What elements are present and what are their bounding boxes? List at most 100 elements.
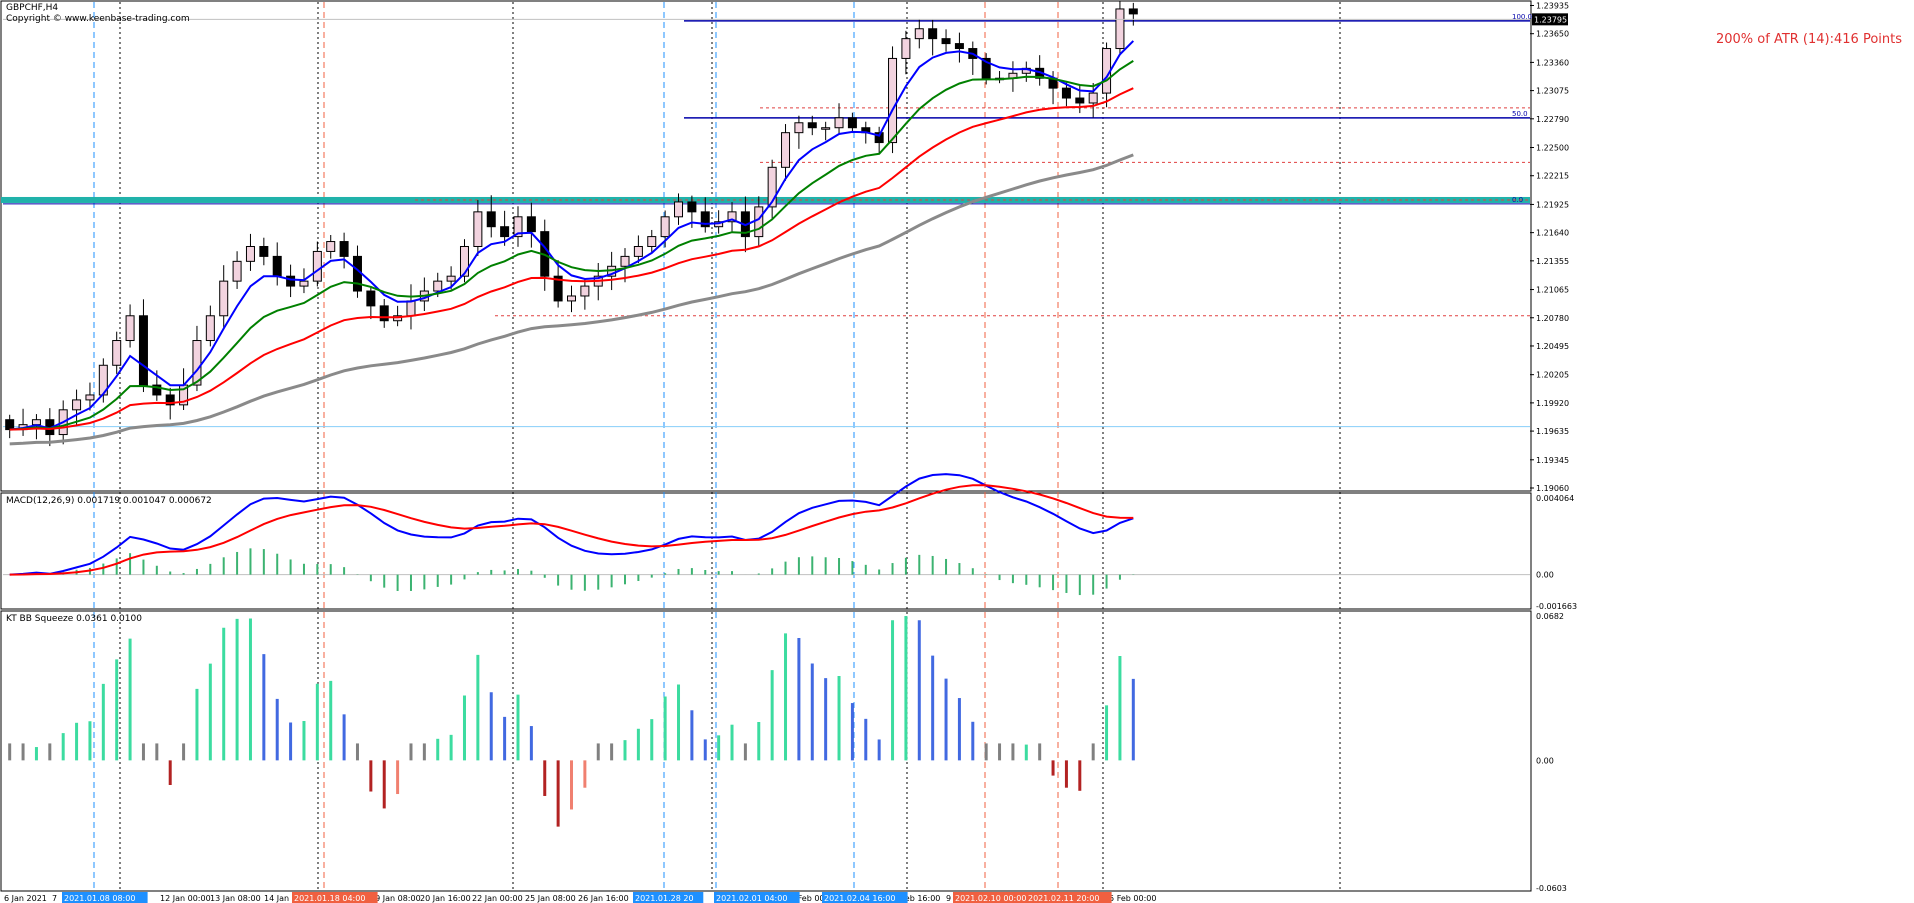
macd-line bbox=[9, 473, 1134, 576]
time-tick-5: 14 Jan bbox=[264, 894, 289, 903]
macd-tick-0: 0.004064 bbox=[1536, 494, 1574, 503]
candle-69 bbox=[928, 28, 938, 40]
time-highlight-4: 2021.02.04 16:00 bbox=[824, 894, 895, 903]
candle-41 bbox=[553, 275, 563, 302]
time-tick-9: 22 Jan 00:00 bbox=[472, 894, 523, 903]
time-highlight-3: 2021.02.01 04:00 bbox=[716, 894, 787, 903]
candle-61 bbox=[821, 127, 831, 130]
price-tick-16: 1.19345 bbox=[1536, 456, 1569, 465]
time-highlight-2: 2021.01.28 20 bbox=[635, 894, 694, 903]
fib-label-0: 100.0 bbox=[1512, 13, 1532, 21]
macd-panel-frame bbox=[0, 492, 1532, 610]
candle-25 bbox=[339, 241, 349, 257]
price-tick-0: 1.23935 bbox=[1536, 1, 1569, 10]
macd-indicator: 0.004064 0.00 -0.001663 bbox=[3, 473, 1577, 611]
candle-33 bbox=[446, 275, 456, 282]
time-highlight-1: 2021.01.18 04:00 bbox=[294, 894, 365, 903]
squeeze-tick-2: -0.0603 bbox=[1536, 884, 1567, 893]
price-tick-5: 1.22500 bbox=[1536, 144, 1569, 153]
squeeze-tick-0: 0.0682 bbox=[1536, 612, 1564, 621]
candle-56 bbox=[754, 206, 764, 238]
candle-51 bbox=[687, 201, 697, 213]
candle-80 bbox=[1075, 97, 1085, 104]
ma-long bbox=[9, 153, 1134, 446]
time-tick-1: 7 bbox=[52, 894, 57, 903]
ma-fast bbox=[9, 40, 1135, 431]
price-tick-10: 1.21065 bbox=[1536, 286, 1569, 295]
price-tick-15: 1.19635 bbox=[1536, 427, 1569, 436]
candle-0 bbox=[5, 419, 15, 431]
time-tick-3: 12 Jan 00:00 bbox=[160, 894, 211, 903]
candle-70 bbox=[941, 38, 951, 45]
candle-18 bbox=[245, 245, 255, 262]
price-tick-14: 1.19920 bbox=[1536, 399, 1569, 408]
ma-slow bbox=[9, 87, 1134, 431]
price-tick-4: 1.22790 bbox=[1536, 115, 1569, 124]
candle-42 bbox=[567, 295, 576, 302]
time-tick-16: 15 Feb 00:00 bbox=[1104, 894, 1156, 903]
time-highlight-6: 2021.02.11 20:00 bbox=[1028, 894, 1099, 903]
candle-39 bbox=[526, 216, 536, 233]
price-tick-3: 1.23075 bbox=[1536, 87, 1569, 96]
time-tick-0: 6 Jan 2021 bbox=[4, 894, 47, 903]
candle-60 bbox=[807, 122, 817, 129]
candle-73 bbox=[981, 57, 991, 79]
squeeze-label: KT BB Squeeze 0.0361 0.0100 bbox=[6, 614, 142, 624]
candle-2 bbox=[31, 419, 41, 426]
candle-50 bbox=[674, 201, 684, 218]
candle-6 bbox=[85, 394, 95, 401]
candle-15 bbox=[205, 315, 215, 342]
candle-48 bbox=[647, 236, 657, 247]
time-tick-10: 25 Jan 08:00 bbox=[525, 894, 576, 903]
vertical-grid bbox=[93, 2, 1341, 891]
candle-24 bbox=[326, 241, 336, 252]
candle-29 bbox=[393, 315, 403, 322]
candle-67 bbox=[901, 38, 911, 59]
candle-19 bbox=[259, 245, 269, 257]
copyright-label: Copyright © www.keenbase-trading.com bbox=[6, 14, 190, 24]
macd-label: MACD(12,26,9) 0.001719 0.001047 0.000672 bbox=[6, 496, 212, 506]
fib-levels: 100.0 50.0 0.0 bbox=[1, 13, 1532, 428]
candle-30 bbox=[406, 300, 416, 317]
symbol-title: GBPCHF,H4 bbox=[6, 3, 59, 13]
candle-52 bbox=[700, 211, 710, 228]
candle-35 bbox=[473, 211, 483, 247]
time-tick-15: 9 bbox=[946, 894, 951, 903]
candle-34 bbox=[459, 245, 469, 277]
candle-83 bbox=[1115, 8, 1125, 50]
candle-47 bbox=[633, 245, 643, 257]
candle-32 bbox=[433, 280, 443, 292]
ma-mid bbox=[9, 60, 1134, 431]
squeeze-panel-frame bbox=[0, 610, 1532, 892]
squeeze-tick-1: 0.00 bbox=[1536, 756, 1554, 765]
macd-tick-2: -0.001663 bbox=[1536, 602, 1577, 611]
macd-signal-line bbox=[9, 484, 1134, 576]
candle-62 bbox=[834, 117, 844, 129]
candle-68 bbox=[914, 28, 924, 40]
candle-8 bbox=[112, 340, 122, 366]
main-panel-frame bbox=[0, 0, 1532, 492]
macd-tick-1: 0.00 bbox=[1536, 571, 1554, 580]
candle-21 bbox=[286, 275, 296, 287]
current-price: 1.23795 bbox=[1534, 15, 1567, 24]
candle-54 bbox=[727, 211, 737, 223]
squeeze-indicator: 0.0682 0.00 -0.0603 bbox=[8, 612, 1567, 893]
time-highlight-5: 2021.02.10 00:00 bbox=[955, 894, 1026, 903]
candle-5 bbox=[72, 399, 82, 411]
candles bbox=[5, 0, 1138, 447]
candle-63 bbox=[847, 117, 857, 129]
time-tick-14: 5 Feb 16:00 bbox=[893, 894, 940, 903]
candle-11 bbox=[152, 384, 162, 396]
candle-37 bbox=[500, 226, 510, 238]
time-highlight-0: 2021.01.08 08:00 bbox=[64, 894, 135, 903]
price-tick-8: 1.21640 bbox=[1536, 229, 1569, 238]
time-tick-11: 26 Jan 16:00 bbox=[578, 894, 629, 903]
moving-averages bbox=[9, 40, 1135, 446]
price-tick-9: 1.21355 bbox=[1536, 257, 1569, 266]
fib-label-1: 50.0 bbox=[1512, 110, 1528, 118]
price-tick-6: 1.22215 bbox=[1536, 172, 1569, 181]
candle-9 bbox=[125, 315, 135, 342]
candle-38 bbox=[513, 216, 523, 238]
